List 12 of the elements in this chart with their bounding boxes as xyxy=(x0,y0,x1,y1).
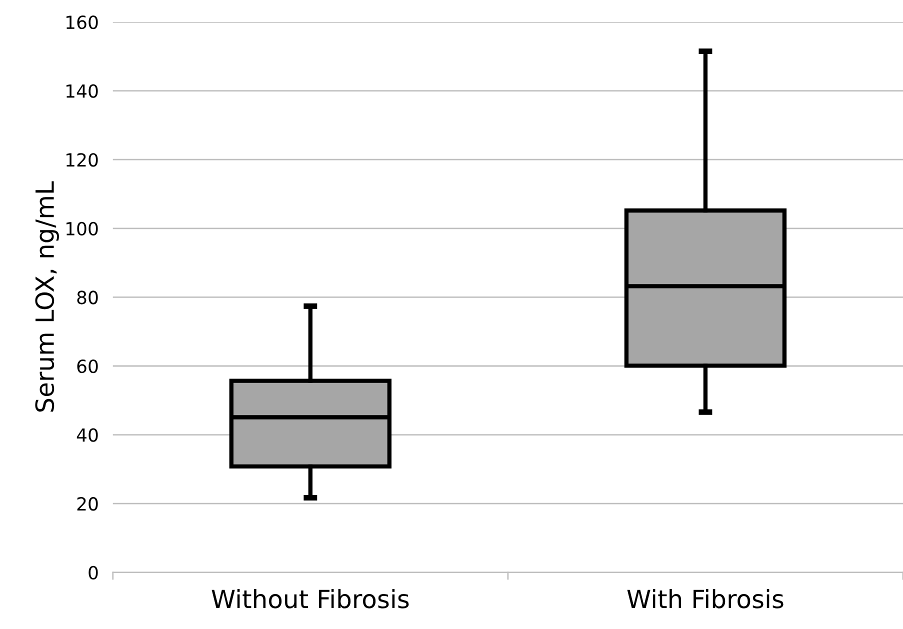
x-tick-label: Without Fibrosis xyxy=(212,589,409,608)
y-tick-label: 0 xyxy=(88,566,98,580)
y-tick-label: 20 xyxy=(77,497,98,511)
y-tick-label: 120 xyxy=(66,153,98,167)
y-tick-label: 140 xyxy=(66,84,98,98)
y-tick-label: 60 xyxy=(77,359,98,374)
x-tick-label: With Fibrosis xyxy=(627,589,784,608)
y-tick-label: 80 xyxy=(77,290,98,304)
y-tick-label: 100 xyxy=(66,222,98,236)
y-tick-label: 160 xyxy=(66,15,98,30)
y-axis-title: Serum LOX, ng/mL xyxy=(35,181,59,412)
y-tick-label: 40 xyxy=(76,428,98,442)
